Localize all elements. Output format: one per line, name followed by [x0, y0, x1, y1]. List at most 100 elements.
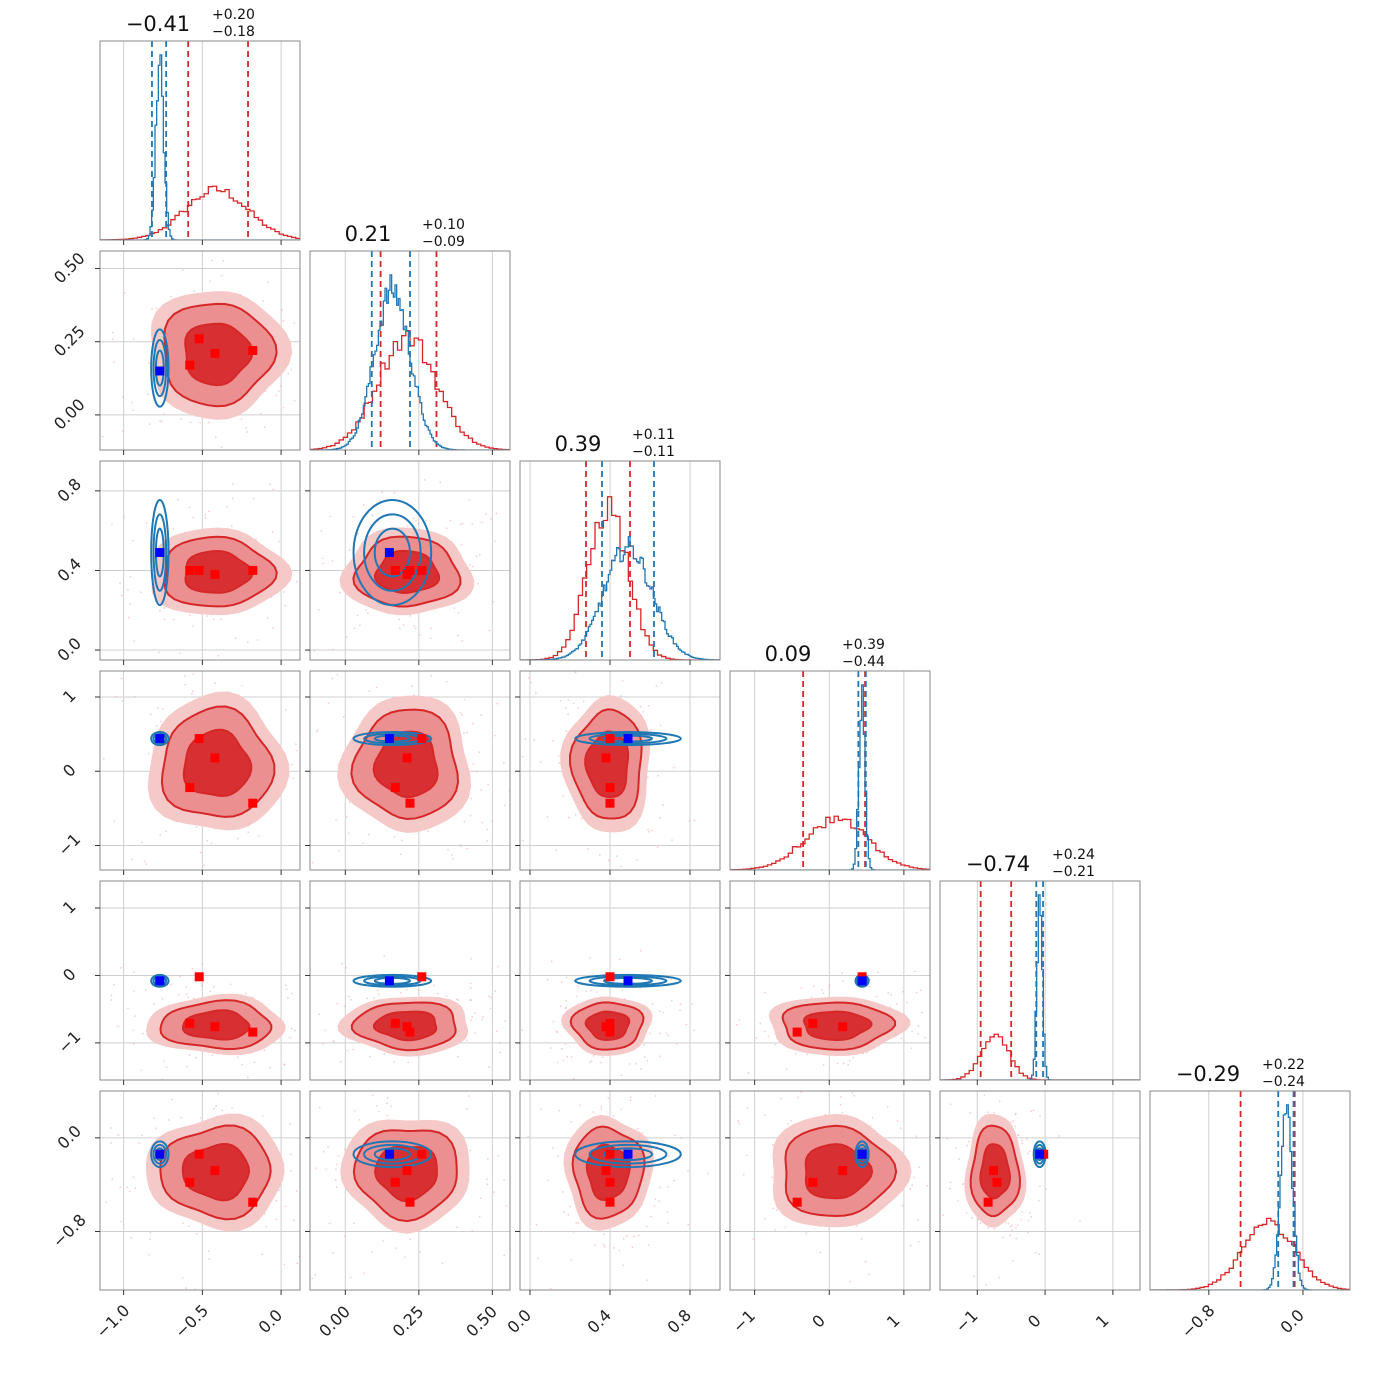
sample-point — [852, 1056, 855, 1059]
histogram-blue-4 — [940, 894, 1140, 1080]
sample-point — [110, 1142, 112, 1144]
sample-point — [590, 895, 592, 897]
sample-point — [470, 999, 473, 1002]
red-marker — [808, 1018, 818, 1028]
sample-point — [947, 1071, 949, 1073]
sample-point — [199, 851, 202, 854]
sample-point — [315, 1167, 317, 1170]
panel-4-2 — [519, 880, 721, 1081]
sample-point — [322, 1043, 324, 1045]
sample-point — [987, 1226, 990, 1229]
sample-point — [683, 1064, 685, 1066]
red-marker — [405, 798, 415, 808]
sample-point — [192, 997, 195, 1000]
sample-point — [1007, 1222, 1010, 1225]
sample-point — [95, 1235, 97, 1237]
sample-point — [574, 671, 577, 674]
sample-point — [557, 754, 560, 757]
sample-point — [784, 1226, 787, 1228]
sample-point — [293, 400, 296, 402]
sample-point — [598, 854, 601, 857]
sample-point — [327, 1146, 329, 1148]
sample-point — [941, 1189, 943, 1191]
sample-point — [667, 1034, 670, 1037]
sample-point — [1039, 1185, 1041, 1188]
sample-point — [469, 987, 472, 989]
x-tick-label: 0.0 — [255, 1306, 286, 1337]
sample-point — [723, 1038, 725, 1040]
y-tick-label: −0.8 — [49, 1210, 90, 1251]
histogram-red-4 — [940, 1033, 1140, 1080]
sample-point — [424, 519, 427, 522]
sample-point — [291, 992, 293, 995]
sample-point — [868, 1273, 870, 1276]
sample-point — [222, 260, 225, 262]
sample-point — [188, 506, 191, 509]
sample-point — [643, 1056, 646, 1058]
param-title-plus-4: +0.24 — [1052, 847, 1095, 863]
sample-point — [236, 837, 239, 840]
sample-point — [335, 1168, 337, 1171]
sample-point — [134, 1015, 136, 1018]
sample-point — [909, 1188, 912, 1190]
sample-point — [140, 1134, 143, 1137]
sample-point — [738, 1122, 741, 1125]
sample-point — [841, 1111, 844, 1114]
sample-point — [1014, 1113, 1017, 1116]
sample-point — [869, 978, 871, 981]
sample-point — [348, 549, 351, 552]
sample-point — [987, 1111, 989, 1114]
sample-point — [335, 1163, 338, 1166]
sample-point — [263, 1049, 266, 1051]
blue-marker — [857, 1149, 867, 1159]
sample-point — [409, 1238, 412, 1241]
sample-point — [494, 540, 496, 543]
sample-point — [567, 1318, 569, 1320]
sample-point — [639, 655, 641, 657]
sample-point — [565, 999, 568, 1002]
contour-blue-2 — [574, 973, 682, 988]
sample-point — [138, 1142, 141, 1145]
sample-point — [1079, 1219, 1081, 1222]
sample-point — [993, 1111, 995, 1114]
sample-point — [336, 1002, 339, 1005]
sample-point — [458, 843, 461, 846]
sample-point — [469, 814, 472, 817]
sample-point — [607, 1097, 610, 1100]
sample-point — [486, 840, 489, 842]
sample-point — [660, 644, 662, 646]
sample-point — [405, 988, 408, 991]
sample-point — [1038, 1253, 1041, 1255]
sample-point — [465, 1107, 468, 1110]
sample-point — [372, 1052, 374, 1054]
sample-point — [530, 704, 532, 706]
sample-point — [318, 764, 320, 766]
sample-point — [221, 1109, 223, 1112]
sample-point — [550, 960, 553, 963]
blue-marker — [384, 548, 394, 558]
blue-marker — [623, 734, 633, 744]
sample-point — [552, 1020, 555, 1023]
sample-point — [953, 993, 955, 995]
sample-point — [282, 406, 285, 409]
param-title-median-3: 0.09 — [765, 642, 812, 666]
y-tick-label: −1 — [54, 830, 84, 860]
red-marker — [194, 334, 204, 344]
sample-point — [121, 700, 123, 702]
sample-point — [1027, 1152, 1030, 1155]
sample-point — [836, 1062, 839, 1065]
sample-point — [797, 1096, 800, 1099]
sample-point — [911, 1184, 914, 1186]
sample-point — [161, 997, 164, 1000]
sample-point — [737, 1120, 740, 1123]
sample-point — [539, 1121, 541, 1123]
sample-point — [206, 839, 209, 842]
sample-point — [132, 971, 135, 973]
sample-point — [679, 1009, 681, 1012]
histogram-blue-2 — [520, 535, 720, 660]
blue-marker — [155, 1149, 165, 1159]
sample-point — [191, 967, 194, 970]
panel-frame — [729, 1090, 931, 1291]
sample-point — [955, 1147, 958, 1150]
sample-point — [646, 776, 649, 779]
